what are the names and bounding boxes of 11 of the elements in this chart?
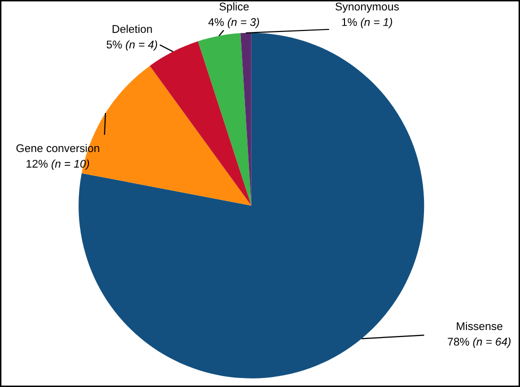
data-label: 5% (n = 4) [106,40,158,51]
pie-slice [198,33,252,206]
pie-slice [240,32,252,206]
data-label: 78% (n = 64) [448,337,511,348]
pie-slice [150,41,252,206]
data-label: 4% (n = 3) [208,18,260,28]
slice-label: Synonymous [336,2,399,13]
data-label: 1% (n = 1) [342,18,392,28]
slice-label: Missense [456,322,502,330]
slice-label: Deletion [112,24,152,33]
slice-label: Splice [219,2,249,13]
